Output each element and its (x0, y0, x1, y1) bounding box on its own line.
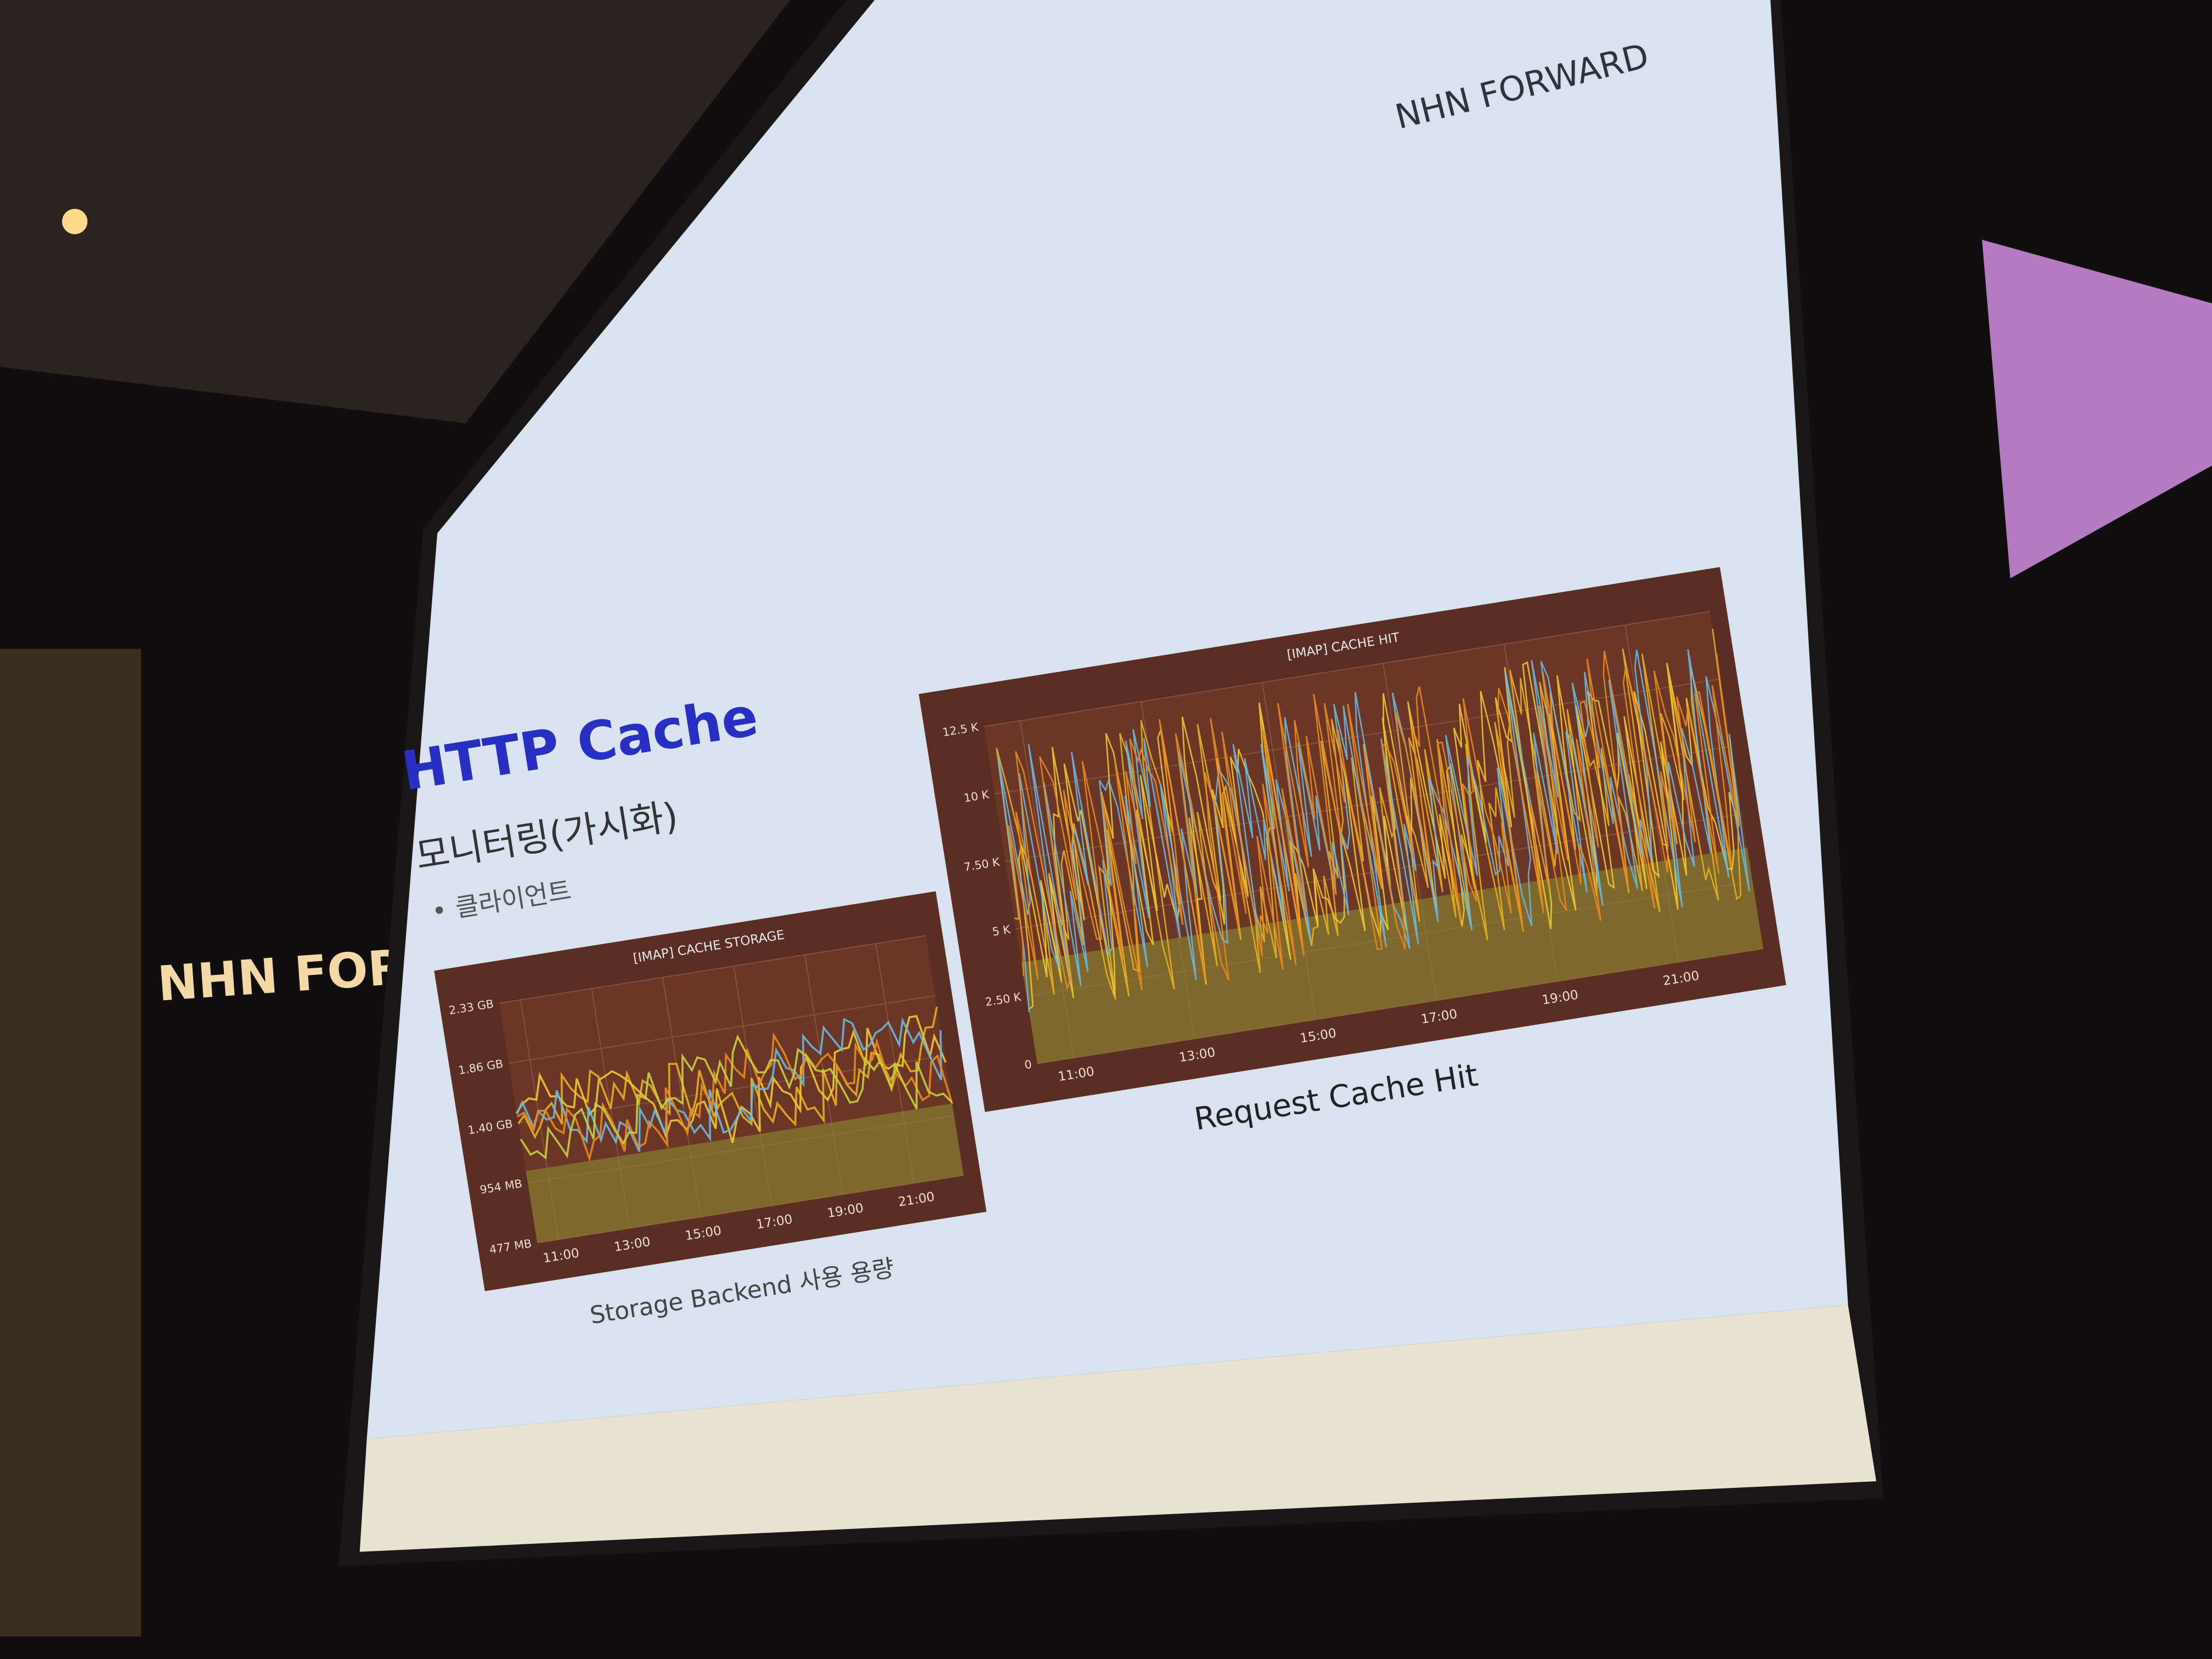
grid-line (1005, 746, 1731, 862)
series-line (516, 1032, 953, 1163)
series-line (997, 649, 1751, 1013)
ceiling-light (62, 208, 88, 234)
grid-line (499, 935, 926, 1004)
grid-line (984, 611, 1710, 727)
area-fill (526, 1103, 964, 1243)
grid-line (509, 995, 935, 1064)
series-line (517, 1007, 938, 1139)
y-tick-label: 5 K (991, 923, 1012, 939)
series-line (516, 1015, 947, 1143)
series-line (520, 1034, 953, 1160)
series-line (516, 1017, 943, 1152)
wall-triangle (1982, 240, 2212, 579)
screen-bottom (359, 1305, 1876, 1552)
wall-panel (0, 648, 142, 1637)
ceiling (0, 0, 790, 424)
slide-content: HTTP Cache 모니터링(가시화) • 클라이언트 [IMAP] CACH… (398, 567, 1786, 1330)
area-fill (1021, 847, 1763, 1064)
series-line (1008, 651, 1740, 991)
series-line (1018, 661, 1740, 1010)
y-tick-label: 0 (1024, 1058, 1033, 1072)
